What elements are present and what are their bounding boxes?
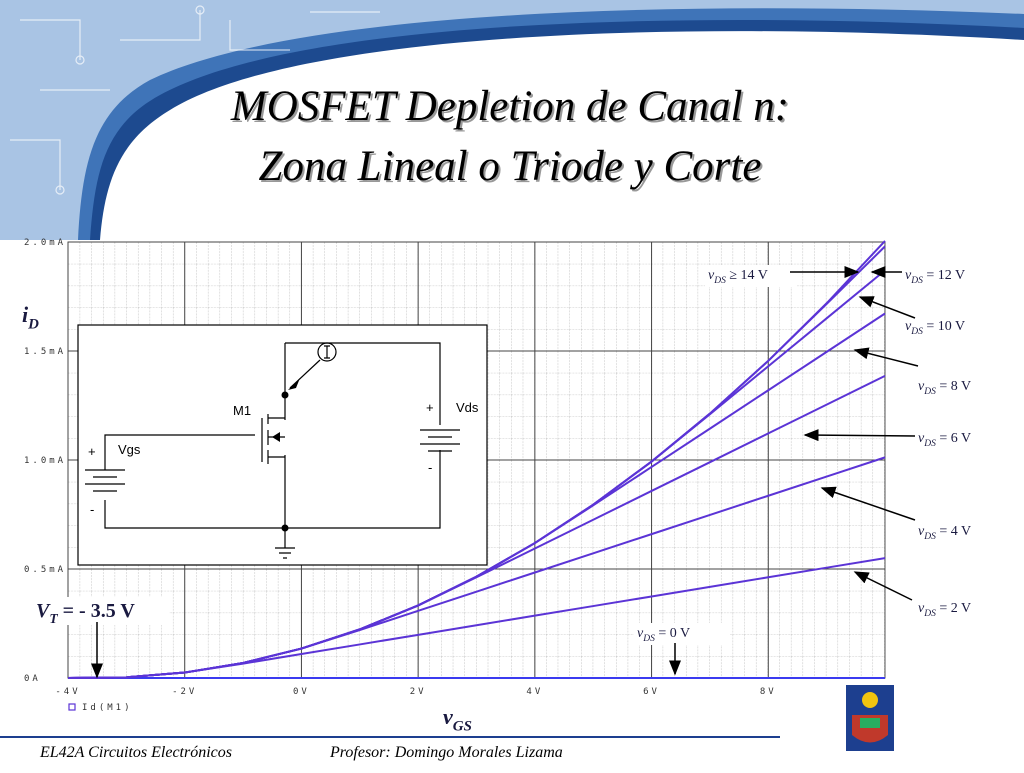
- label-sub: DS: [910, 327, 923, 337]
- label-text: = 8 V: [936, 379, 971, 394]
- arrow: [803, 429, 916, 442]
- label-base: v: [443, 704, 453, 729]
- circuit-label: M1: [233, 403, 251, 418]
- label-text: = 12 V: [923, 268, 965, 283]
- title: MOSFET Depletion de Canal n: MOSFET Depl…: [230, 83, 791, 192]
- label-sub: T: [49, 611, 58, 626]
- label-base: v: [637, 626, 644, 641]
- label: vDS ≥ 14 V: [708, 268, 768, 286]
- background-swoosh: [0, 0, 1024, 240]
- legend-label: Id(M1): [82, 703, 133, 713]
- label-base: v: [708, 268, 715, 283]
- label: vDS = 2 V: [918, 601, 971, 619]
- label-sub: DS: [923, 609, 936, 619]
- circuit-label: Vds: [456, 400, 479, 415]
- label-text: = 4 V: [936, 524, 971, 539]
- label-text: ≥ 14 V: [726, 268, 768, 283]
- label: VT = - 3.5 V: [36, 600, 135, 626]
- series-line: [67, 240, 886, 679]
- footer-course: EL42A Circuitos Electrónicos: [39, 744, 232, 761]
- arrow: [858, 296, 916, 319]
- circuit: M1 Vgs Vds + - + -: [77, 324, 488, 566]
- label-base: v: [918, 431, 925, 446]
- label-sub: DS: [713, 276, 726, 286]
- title-shadow: Zona Lineal o Triode y Corte: [261, 145, 764, 192]
- logo: [846, 685, 894, 751]
- label-sub: DS: [910, 276, 923, 286]
- x-tick-label: 2V: [410, 687, 427, 697]
- x-tick-label: 8V: [760, 687, 777, 697]
- label-base: v: [918, 379, 925, 394]
- circuit-label: +: [88, 444, 96, 459]
- label: vGS: [443, 704, 472, 735]
- label-sub: GS: [453, 719, 472, 735]
- x-tick-label: 6V: [643, 687, 660, 697]
- y-tick-label: 1.0mA: [24, 456, 66, 466]
- footer-professor: Profesor: Domingo Morales Lizama: [329, 744, 563, 761]
- x-tick-label: 4V: [526, 687, 543, 697]
- y-tick-label: 1.5mA: [24, 347, 66, 357]
- x-tick-label: -4V: [55, 687, 80, 697]
- arrow: [853, 571, 913, 601]
- label: vDS = 12 V: [905, 268, 965, 286]
- circuit-label: -: [428, 460, 432, 475]
- circuit-label: Vgs: [118, 442, 141, 457]
- label-sub: DS: [923, 387, 936, 397]
- label: vDS = 8 V: [918, 379, 971, 397]
- arrow: [853, 347, 919, 367]
- legend-marker: [68, 703, 76, 711]
- label-text: = 2 V: [936, 601, 971, 616]
- x-tick-label: -2V: [172, 687, 197, 697]
- label-sub: D: [27, 317, 39, 333]
- title-line: MOSFET Depletion de Canal n:: [230, 83, 789, 130]
- label: vDS = 10 V: [905, 319, 965, 337]
- label-sub: DS: [642, 634, 655, 644]
- y-tick-label: 0.5mA: [24, 565, 66, 575]
- label: iD: [22, 302, 39, 333]
- label-base: v: [918, 524, 925, 539]
- label-bg: [33, 597, 169, 625]
- y-tick-label: 2.0mA: [24, 238, 66, 248]
- y-tick-label: 0A: [24, 674, 41, 684]
- circuit-label: +: [426, 400, 434, 415]
- footer: EL42A Circuitos Electrónicos Profesor: D…: [0, 736, 780, 761]
- label-sub: DS: [923, 532, 936, 542]
- label: vDS = 6 V: [918, 431, 971, 449]
- label-text: = - 3.5 V: [58, 600, 136, 622]
- label-bg: [634, 623, 730, 645]
- label-base: V: [36, 600, 51, 622]
- label-bg: [705, 265, 797, 287]
- title-line: Zona Lineal o Triode y Corte: [259, 143, 762, 190]
- label-text: = 10 V: [923, 319, 965, 334]
- label: vDS = 0 V: [637, 626, 690, 644]
- label-sub: DS: [923, 439, 936, 449]
- x-tick-label: 0V: [293, 687, 310, 697]
- label-base: v: [918, 601, 925, 616]
- label-text: = 0 V: [655, 626, 690, 641]
- circuit-label: -: [90, 502, 94, 517]
- label-base: v: [905, 319, 912, 334]
- label-text: = 6 V: [936, 431, 971, 446]
- label-base: i: [22, 302, 29, 327]
- label: vDS = 4 V: [918, 524, 971, 542]
- title-shadow: MOSFET Depletion de Canal n:: [232, 85, 791, 132]
- arrow: [820, 486, 916, 521]
- label-base: v: [905, 268, 912, 283]
